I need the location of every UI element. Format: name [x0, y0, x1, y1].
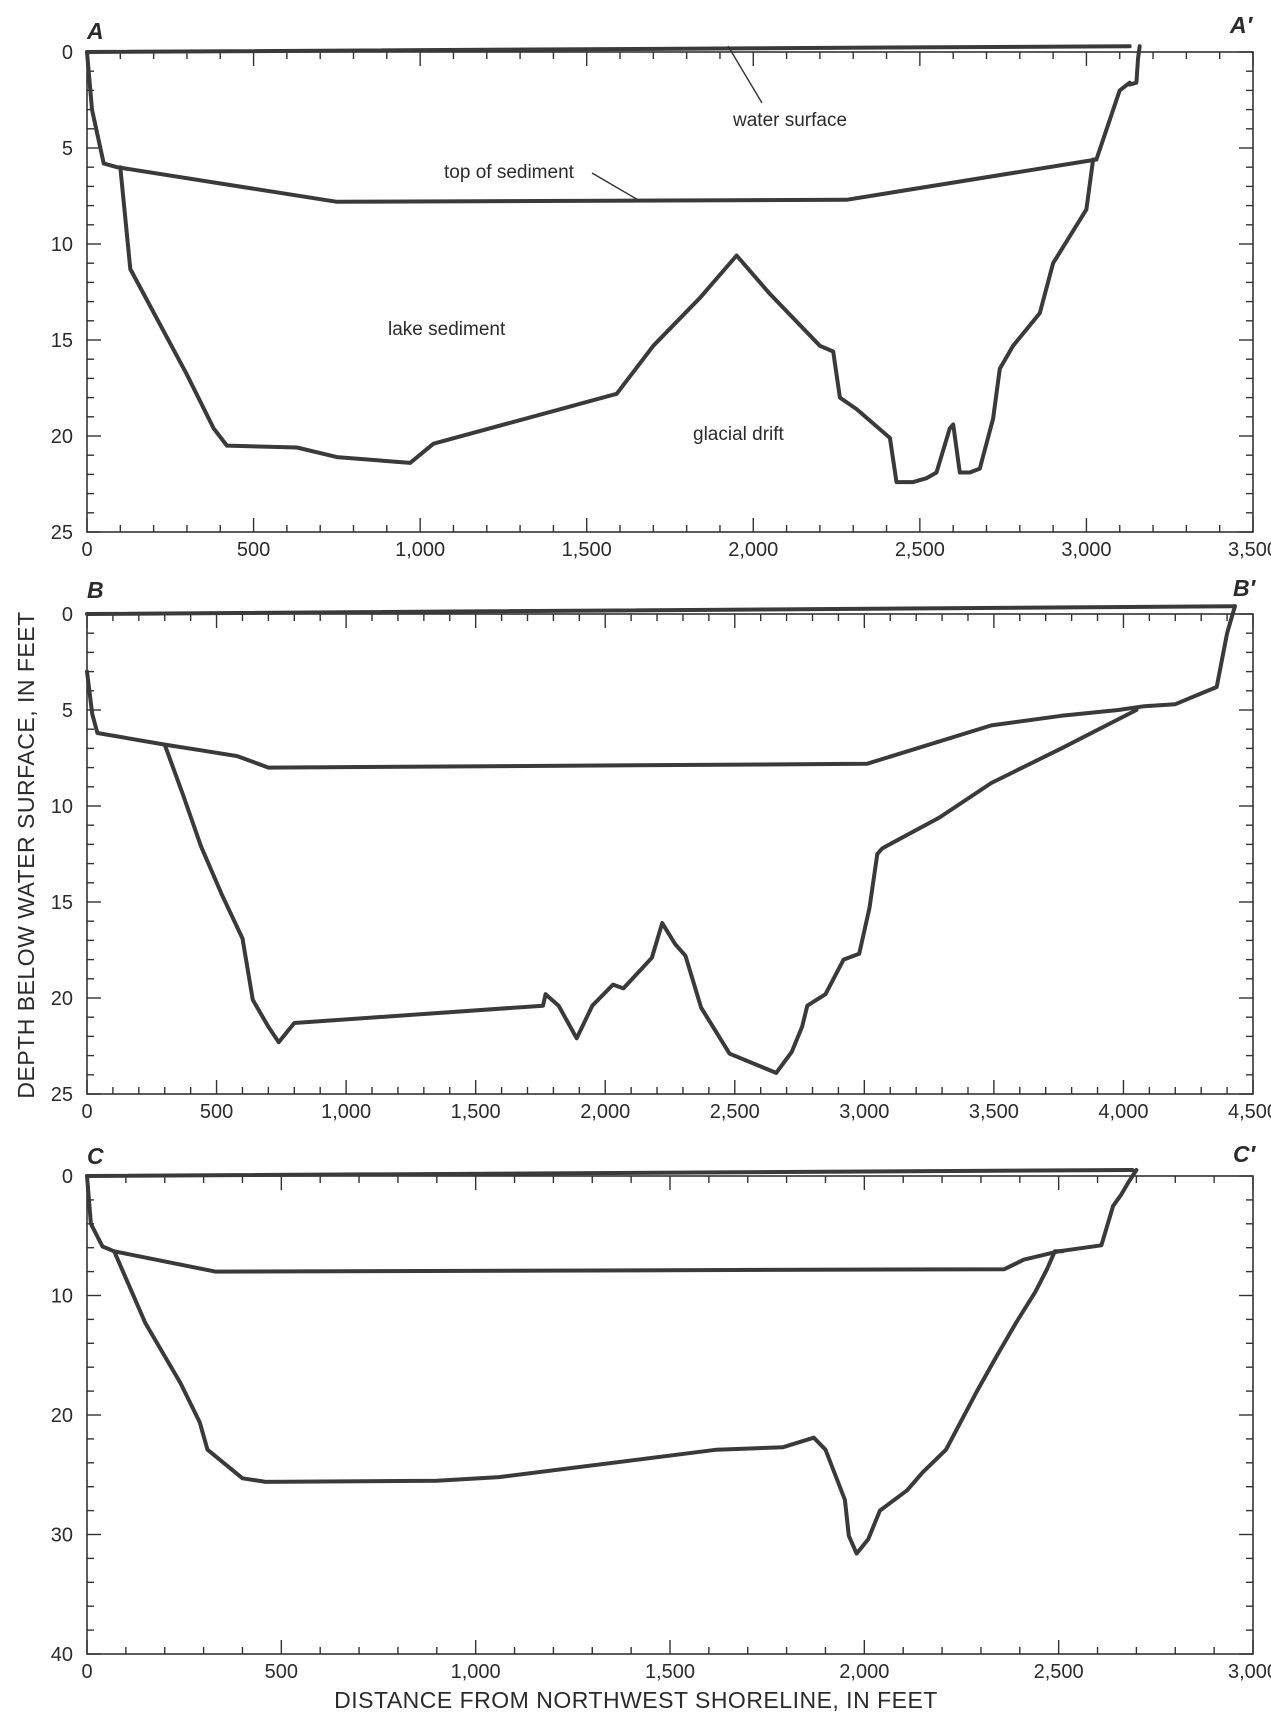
panel-b-x-tick-label: 4,500 — [1228, 1101, 1271, 1123]
panel-b-x-tick-label: 500 — [200, 1101, 233, 1123]
lake-sediment-annotation: lake sediment — [388, 319, 506, 340]
section-label-b-prime: B′ — [1233, 575, 1257, 601]
panel-a-y-tick-labels: 0 5 10 15 20 25 — [51, 42, 73, 544]
section-label-b: B — [87, 577, 104, 603]
panel-c-x-tick-label: 1,000 — [451, 1661, 501, 1683]
water-surface-annotation: water surface — [732, 110, 847, 131]
panel-b-water-surface-line — [85, 604, 1237, 616]
panel-a-x-tick-label: 1,500 — [562, 539, 612, 561]
y-axis-title: DEPTH BELOW WATER SURFACE, IN FEET — [13, 611, 39, 1098]
panel-a-y-tick-label: 5 — [62, 138, 73, 160]
panel-c-top-of-sediment-line — [85, 1168, 1139, 1274]
water-surface-leader — [727, 45, 763, 104]
panel-b-y-tick-label: 10 — [51, 796, 73, 818]
panel-a-x-tick-label: 500 — [237, 539, 270, 561]
panel-b-y-tick-label: 0 — [62, 604, 73, 626]
panel-c-y-tick-labels: 0 10 20 30 40 — [51, 1166, 73, 1666]
panel-c-profile-lines — [85, 1168, 1139, 1556]
panel-b-y-tick-label: 20 — [51, 988, 73, 1010]
section-label-a-prime: A′ — [1229, 12, 1254, 38]
panel-a-y-tick-label: 0 — [62, 42, 73, 64]
panel-c-chart: C C′ 0 500 1,000 1,500 2,000 2,500 3,000 0 10 20… — [51, 1141, 1271, 1683]
panel-a-water-surface-line — [85, 44, 1132, 54]
panel-b-x-tick-label: 4,000 — [1098, 1101, 1148, 1123]
panel-b-y-tick-label: 5 — [62, 700, 73, 722]
panel-b-ticks — [86, 613, 1254, 1095]
panel-b-y-tick-label: 15 — [51, 892, 73, 914]
panel-c-top-of-glacial-drift-line — [112, 1249, 1065, 1556]
x-axis-title: DISTANCE FROM NORTHWEST SHORELINE, IN FE… — [334, 1687, 938, 1713]
panel-c-x-tick-labels: 0 500 1,000 1,500 2,000 2,500 3,000 — [81, 1661, 1271, 1683]
panel-a-x-tick-label: 3,000 — [1061, 539, 1111, 561]
panel-a-ticks — [86, 51, 1254, 533]
panel-b-x-tick-label: 3,500 — [969, 1101, 1019, 1123]
panel-a-y-tick-label: 25 — [51, 522, 73, 544]
panel-b-chart: B B′ 0 500 1,000 1,500 2,000 2,500 3,000 3,500 4… — [51, 575, 1271, 1123]
panel-c-water-surface-line — [85, 1168, 1135, 1178]
panel-a-y-tick-label: 10 — [51, 234, 73, 256]
panel-b-x-tick-label: 0 — [81, 1101, 92, 1123]
top-of-sediment-annotation: top of sediment — [444, 162, 575, 183]
panel-c-x-tick-label: 3,000 — [1228, 1661, 1271, 1683]
panel-a-x-tick-labels: 0 500 1,000 1,500 2,000 2,500 3,000 3,500 — [81, 539, 1271, 561]
panel-a-x-tick-label: 3,500 — [1228, 539, 1271, 561]
panel-c-x-tick-label: 500 — [265, 1661, 298, 1683]
panel-b-profile-lines — [85, 604, 1237, 1075]
panel-a-top-of-glacial-drift-line — [118, 157, 1099, 485]
section-label-a: A — [86, 18, 104, 44]
panel-c-ticks — [86, 1175, 1254, 1655]
panel-b-x-tick-labels: 0 500 1,000 1,500 2,000 2,500 3,000 3,500 4,000 4… — [81, 1101, 1271, 1123]
panel-c-y-tick-label: 40 — [51, 1644, 73, 1666]
panel-a-frame — [86, 51, 1254, 533]
panel-b-y-tick-labels: 0 5 10 15 20 25 — [51, 604, 73, 1106]
section-label-c: C — [87, 1143, 104, 1169]
panel-c-x-tick-label: 1,500 — [645, 1661, 695, 1683]
section-label-c-prime: C′ — [1233, 1141, 1257, 1167]
panel-b-x-tick-label: 2,500 — [710, 1101, 760, 1123]
panel-b-x-tick-label: 2,000 — [580, 1101, 630, 1123]
panel-c-x-tick-label: 2,500 — [1034, 1661, 1084, 1683]
panel-b-y-tick-label: 25 — [51, 1084, 73, 1106]
glacial-drift-annotation: glacial drift — [693, 424, 785, 445]
panel-c-x-tick-label: 2,000 — [839, 1661, 889, 1683]
panel-a-chart: A A′ 0 500 1,000 1,500 2,000 2,500 3,000 3,50 0 … — [51, 12, 1271, 561]
top-of-sediment-leader — [591, 172, 641, 202]
panel-b-x-tick-label: 1,000 — [321, 1101, 371, 1123]
panel-c-y-tick-label: 30 — [51, 1525, 73, 1547]
panel-c-x-tick-label: 0 — [81, 1661, 92, 1683]
panel-a-x-tick-label: 0 — [81, 539, 92, 561]
panel-a-x-tick-label: 1,000 — [395, 539, 445, 561]
panel-b-frame — [86, 613, 1254, 1095]
panel-b-top-of-sediment-line — [85, 604, 1237, 770]
panel-a-x-tick-label: 2,000 — [728, 539, 778, 561]
panel-c-y-tick-label: 0 — [62, 1166, 73, 1188]
panel-c-y-tick-label: 20 — [51, 1405, 73, 1427]
panel-a-y-tick-label: 20 — [51, 426, 73, 448]
panel-a-y-tick-label: 15 — [51, 330, 73, 352]
panel-b-x-tick-label: 1,500 — [451, 1101, 501, 1123]
panel-a-profile-lines — [85, 44, 1142, 485]
panel-b-top-of-glacial-drift-line — [162, 708, 1139, 1075]
panel-a-top-of-sediment-line — [85, 44, 1142, 204]
panel-b-x-tick-label: 3,000 — [839, 1101, 889, 1123]
panel-a-x-tick-label: 2,500 — [895, 539, 945, 561]
panel-c-y-tick-label: 10 — [51, 1286, 73, 1308]
